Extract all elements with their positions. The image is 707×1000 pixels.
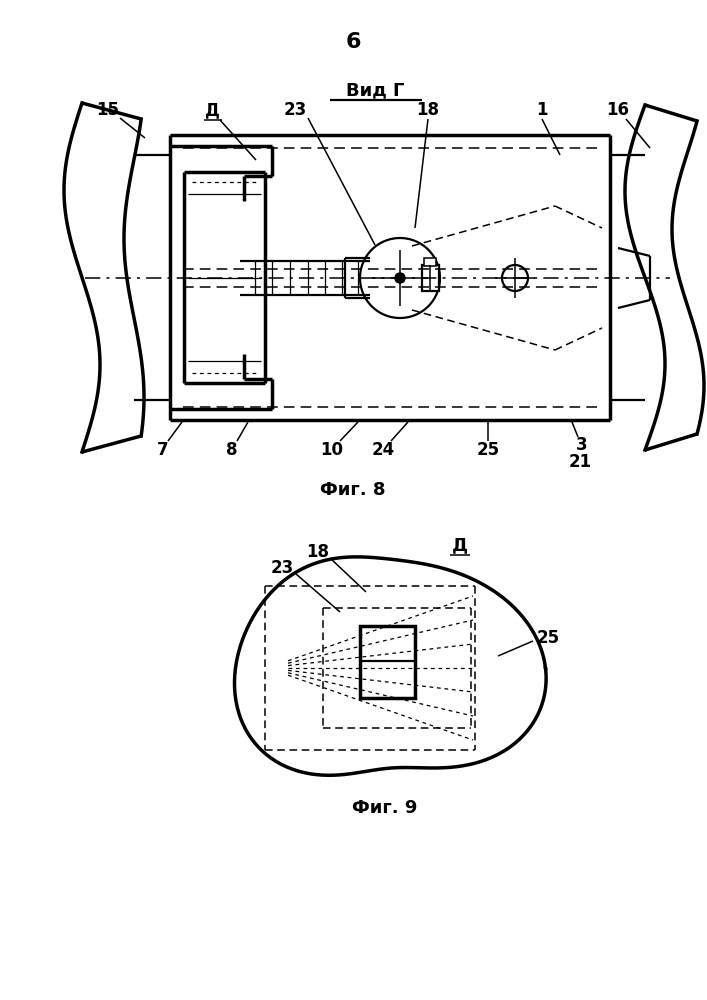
Text: 8: 8 [226,441,238,459]
Text: 25: 25 [477,441,500,459]
Bar [422,265,439,291]
Text: Фиг. 8: Фиг. 8 [320,481,386,499]
Text: 18: 18 [416,101,440,119]
Bar [360,626,415,698]
Circle shape [395,273,405,283]
Text: Фиг. 9: Фиг. 9 [352,799,418,817]
Text: 16: 16 [607,101,629,119]
Text: 6: 6 [345,32,361,52]
Text: Д: Д [452,536,468,554]
Bar [424,258,436,266]
Text: 10: 10 [320,441,344,459]
Text: 24: 24 [371,441,395,459]
Text: 21: 21 [568,453,592,471]
Text: Вид Г: Вид Г [346,81,404,99]
Text: 25: 25 [537,629,559,647]
Text: 7: 7 [157,441,169,459]
Text: 23: 23 [270,559,293,577]
Text: Д: Д [204,101,219,119]
Text: 1: 1 [536,101,548,119]
Text: 3: 3 [576,436,588,454]
Text: 15: 15 [96,101,119,119]
Text: 18: 18 [307,543,329,561]
Text: 23: 23 [284,101,307,119]
